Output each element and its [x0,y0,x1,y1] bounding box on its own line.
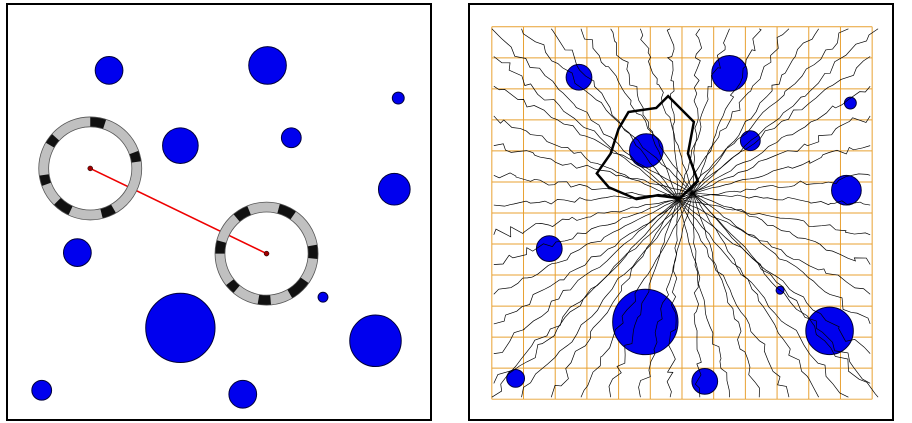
trajectory-line [493,172,679,200]
trajectory-line [493,192,694,265]
sensor-ring [38,116,143,221]
sensor-sector [53,197,73,216]
obstacle-disc [711,55,748,92]
convergence-outline [595,94,700,201]
trajectory-line [677,28,730,200]
trajectory-line [677,115,871,200]
obstacle-disc [228,379,258,409]
obstacle-disc [63,238,92,267]
trajectory-line [677,199,730,398]
obstacle-disc [831,174,862,206]
trajectory-line [677,198,790,398]
obstacle-disc [391,91,405,105]
sensor-sector [225,279,240,294]
sensor-sector [90,116,107,129]
trajectory-line [677,56,871,200]
trajectory-line [493,198,679,295]
trajectory-line [580,28,694,194]
trajectory-line [610,28,679,200]
obstacle-disc [317,291,329,303]
trajectory-line [580,193,694,398]
trajectory-line [521,192,694,398]
trajectory-line [521,28,694,194]
trajectory-line [493,192,694,325]
trajectory-line [493,115,679,200]
obstacle-disc [805,306,854,356]
trajectory-line [638,193,694,398]
trajectory-line [640,28,694,194]
obstacle-disc [535,235,563,263]
trajectory-line [692,193,760,398]
trajectory-line [677,28,849,200]
sensor-ring-outline [224,211,309,296]
obstacle-disc [145,292,216,364]
link-line [89,167,267,255]
obstacle-disc [377,172,411,206]
sensor-sector [277,203,297,220]
left-panel [6,3,432,421]
trajectory-line [692,85,871,194]
trajectory-line [677,198,871,236]
sensor-sector [215,240,227,254]
ring-center-dot [87,165,93,172]
trajectory-line [692,192,871,206]
obstacle-disc [612,288,679,356]
obstacle-disc [843,96,857,110]
trajectory-line [550,198,679,398]
sensor-sector [257,294,272,306]
sensor-sector [233,205,252,222]
ring-center-dot [263,250,270,257]
sensor-sector [307,244,319,259]
sensor-ring-outline [48,126,133,211]
trajectory-line [677,198,849,398]
sensor-ring-outline [214,201,319,306]
sensor-sector [45,133,60,148]
trajectory-line [692,28,819,194]
obstacle-disc [162,127,199,164]
right-scene-canvas [491,26,879,400]
trajectory-line [493,198,679,354]
obstacle-disc [31,379,53,401]
sensor-sector [287,277,309,299]
trajectory-line [692,193,702,398]
trajectory-line [692,28,702,194]
obstacle-disc [506,368,526,388]
obstacle-disc [349,314,402,368]
trajectory-line [666,28,679,200]
sensor-sector [100,204,116,219]
trajectory-line [692,192,871,325]
left-scene-canvas [31,46,411,409]
sensor-sector [39,174,52,187]
obstacle-disc [691,367,719,395]
trajectory-line [677,198,871,354]
obstacle-disc [248,46,287,85]
right-panel [468,3,894,421]
trajectory-line [692,192,871,265]
sensor-sector [129,150,142,163]
obstacle-disc [94,56,124,85]
trajectory-line [493,143,693,194]
trajectory-line [493,198,679,238]
sensor-ring [214,201,319,306]
trajectory-lines [491,28,879,398]
trajectory-line [608,199,679,398]
sensor-ring-outline [38,116,143,221]
trajectory-line [493,56,679,200]
obstacle-disc [280,127,302,149]
trajectory-line [677,198,871,295]
trajectory-line [692,28,762,194]
trajectory-line [666,199,679,398]
trajectory-line [493,192,694,384]
obstacle-disc [565,63,593,91]
trajectory-line [692,192,871,384]
trajectory-line [692,192,879,398]
trajectory-line [493,85,694,194]
trajectory-line [550,28,679,200]
trajectory-line [692,145,871,194]
trajectory-line [677,28,790,200]
trajectory-line [491,28,679,200]
